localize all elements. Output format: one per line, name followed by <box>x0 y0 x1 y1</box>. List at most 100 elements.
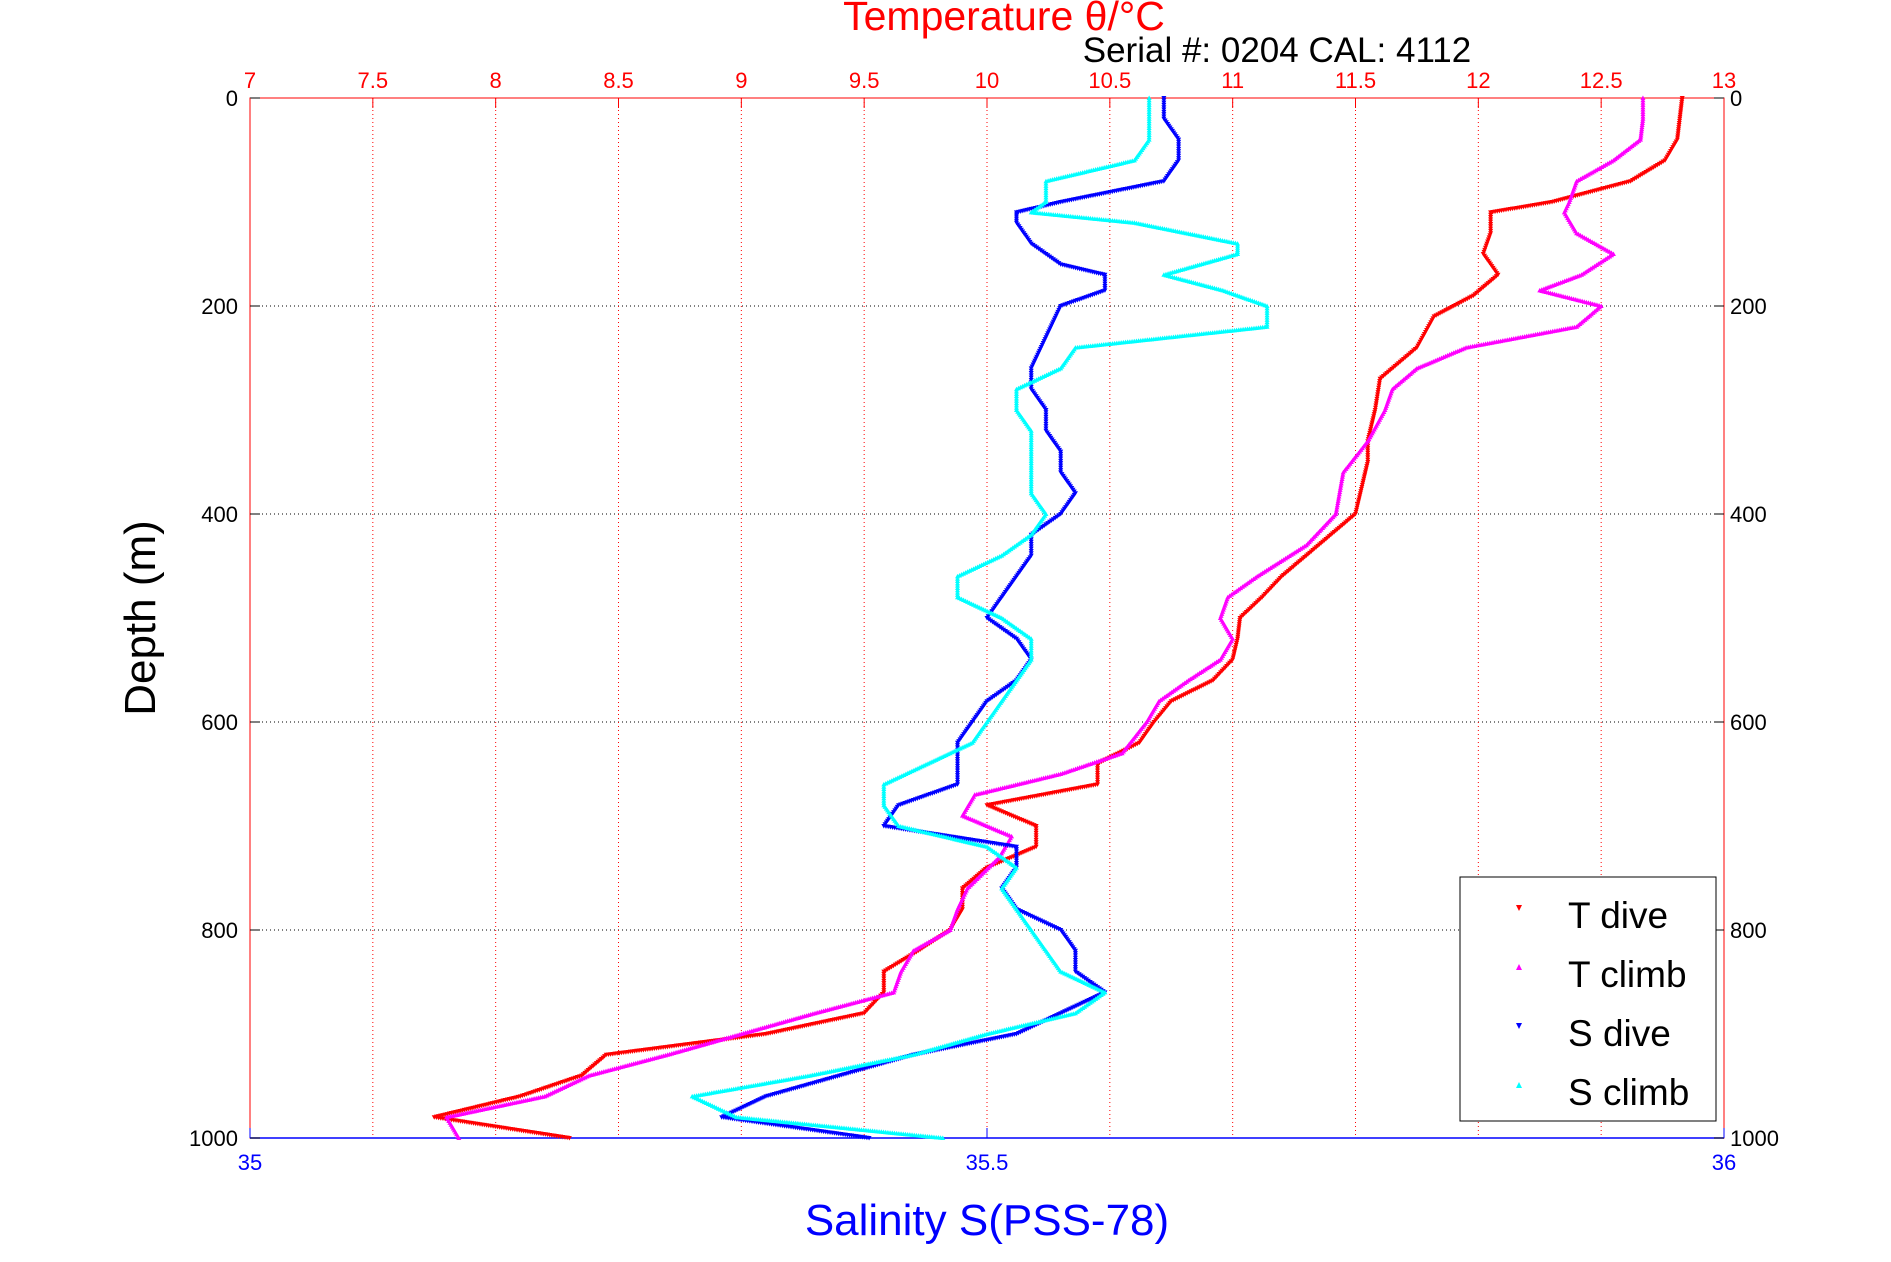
data-point <box>1264 321 1270 327</box>
data-point <box>1640 102 1646 107</box>
data-point <box>1338 485 1344 490</box>
data-point <box>881 793 887 798</box>
data-point <box>1028 483 1034 489</box>
data-point <box>1146 113 1152 119</box>
data-point <box>955 773 961 778</box>
data-point <box>1028 451 1034 456</box>
data-point <box>887 966 893 971</box>
data-point <box>1658 160 1664 166</box>
data-point <box>1176 144 1182 150</box>
data-point <box>881 971 887 977</box>
data-point <box>955 770 961 776</box>
data-point <box>1028 456 1034 461</box>
data-point <box>1072 960 1078 965</box>
legend-marker-t-climb <box>1516 964 1522 970</box>
data-point <box>1640 104 1646 110</box>
data-point <box>1264 303 1270 308</box>
data-point <box>1146 97 1152 103</box>
data-point <box>1028 640 1034 646</box>
data-point <box>955 780 961 785</box>
data-point <box>955 740 961 746</box>
depth-tick-label-left: 800 <box>201 918 238 943</box>
data-point <box>1028 449 1034 454</box>
data-point <box>955 766 961 771</box>
data-point <box>1337 489 1343 495</box>
data-point <box>1176 149 1182 154</box>
data-point <box>959 888 965 894</box>
data-point <box>1028 458 1034 463</box>
data-point <box>1072 953 1078 958</box>
data-point <box>1640 111 1646 117</box>
data-point <box>1146 109 1152 114</box>
data-point <box>881 981 887 986</box>
salinity-axis-title: Salinity S(PSS-78) <box>805 1196 1169 1245</box>
data-point <box>1028 539 1034 545</box>
data-point <box>1161 107 1167 113</box>
legend-marker-s-climb <box>1516 1082 1522 1088</box>
data-point <box>1028 474 1034 480</box>
data-point <box>1043 181 1049 186</box>
data-point <box>881 781 887 787</box>
data-point <box>955 763 961 769</box>
data-point <box>1043 426 1049 431</box>
depth-tick-label-left: 400 <box>201 502 238 527</box>
data-point <box>1072 951 1078 956</box>
data-point <box>1028 638 1034 644</box>
data-point <box>1649 166 1655 171</box>
temperature-tick-label: 11 <box>1221 68 1244 93</box>
data-point <box>1043 417 1049 422</box>
series-t-climb <box>444 95 1646 1140</box>
data-point <box>566 1136 572 1141</box>
data-point <box>1058 458 1064 464</box>
data-point <box>1013 400 1019 406</box>
data-point <box>1033 824 1039 829</box>
data-point <box>955 573 961 579</box>
data-point <box>1176 142 1182 147</box>
data-point <box>1640 97 1646 103</box>
data-point <box>1639 122 1645 128</box>
data-point <box>1028 548 1034 554</box>
data-point <box>1365 453 1371 458</box>
data-point <box>1013 389 1019 394</box>
data-point <box>1333 509 1339 514</box>
data-point <box>955 768 961 774</box>
data-point <box>1631 176 1637 182</box>
depth-axis-title: Depth (m) <box>116 520 165 716</box>
data-point <box>1013 395 1019 401</box>
depth-tick-label-left: 200 <box>201 294 238 319</box>
data-point <box>1161 102 1167 108</box>
data-point <box>955 583 961 588</box>
series-t-dive <box>431 96 1685 1141</box>
data-point <box>1340 472 1346 477</box>
data-point <box>1058 468 1064 473</box>
data-point <box>1033 833 1039 838</box>
data-point <box>1645 168 1651 174</box>
data-point <box>1095 770 1101 776</box>
data-point <box>1161 112 1167 117</box>
data-point <box>1013 386 1019 392</box>
data-point <box>1638 130 1644 136</box>
data-point <box>1146 130 1152 135</box>
series-s-climb <box>689 95 1270 1140</box>
data-point <box>1013 860 1019 866</box>
data-point <box>1028 439 1034 445</box>
data-point <box>866 1136 872 1141</box>
data-point <box>1146 116 1152 121</box>
data-point <box>955 587 961 593</box>
data-point <box>456 1135 462 1140</box>
data-point <box>1043 421 1049 427</box>
data-point <box>955 754 961 760</box>
data-point <box>1028 643 1034 648</box>
data-point <box>1338 480 1344 486</box>
data-point <box>1058 454 1064 459</box>
data-point <box>1043 414 1049 420</box>
data-point <box>1013 391 1019 396</box>
data-point <box>898 959 904 964</box>
data-point <box>1488 210 1494 215</box>
data-point <box>955 759 961 764</box>
temperature-tick-label: 9 <box>735 68 747 93</box>
data-point <box>1339 474 1345 479</box>
data-point <box>1028 373 1034 378</box>
data-point <box>1264 305 1270 311</box>
